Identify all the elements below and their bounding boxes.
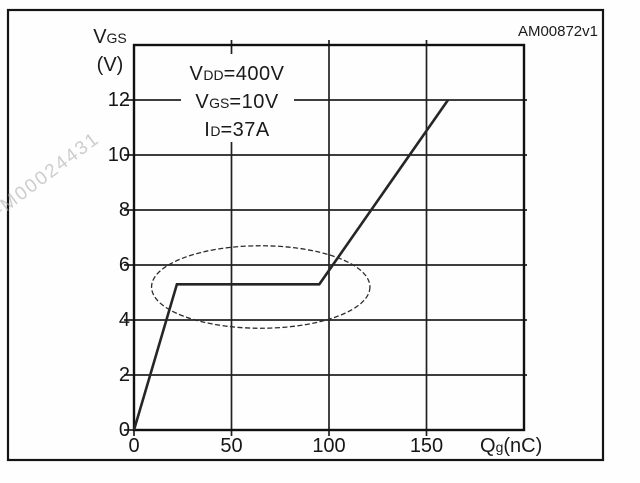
y-tick-label: 12: [107, 89, 130, 111]
y-tick-label: 8: [118, 199, 130, 221]
y-tick-label: 6: [118, 254, 130, 276]
plot-frame: [132, 43, 526, 432]
x-tick-label: 100: [312, 435, 346, 457]
condition-vgs: VGS=10V: [195, 91, 279, 113]
condition-vdd: VDD=400V: [189, 63, 285, 85]
grid-layer: [124, 40, 527, 436]
figure-id-label: AM00872v1: [517, 23, 598, 40]
y-axis-title: VGS (V): [82, 24, 138, 79]
outer-border: [6, 8, 605, 462]
x-tick-label: 0: [128, 435, 140, 457]
x-tick-label: 50: [220, 435, 243, 457]
y-tick-label: 2: [118, 364, 130, 386]
plateau-highlight-ellipse: [150, 245, 371, 329]
x-tick-label: 150: [409, 435, 444, 457]
x-axis-title: Qg(nC): [480, 435, 543, 457]
condition-id: ID=37A: [204, 119, 270, 141]
gate-charge-curve: [132, 99, 450, 431]
conditions-text-mask: [181, 54, 294, 142]
y-tick-label: 0: [118, 419, 130, 441]
test-conditions: VDD=400V VGS=10V ID=37A: [180, 61, 294, 145]
y-axis-title-unit: (V): [96, 54, 124, 76]
y-axis-title-symbol: VGS: [93, 26, 127, 48]
y-tick-label: 4: [118, 309, 130, 331]
y-tick-label: 10: [107, 144, 130, 166]
